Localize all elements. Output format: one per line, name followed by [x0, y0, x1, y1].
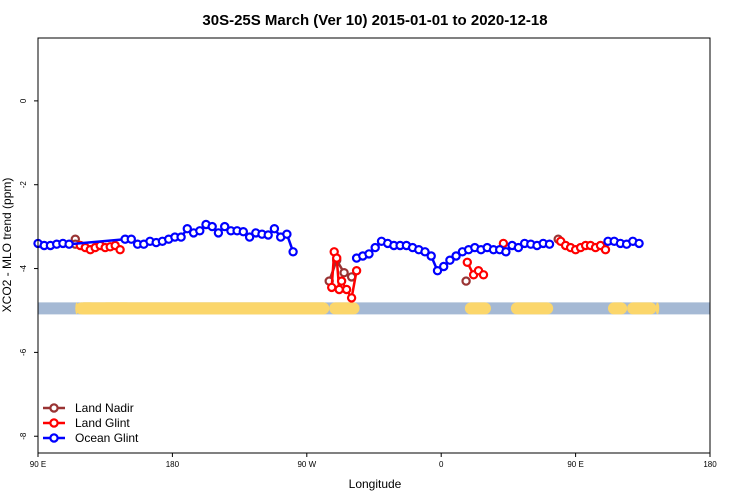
series-land-glint: [75, 236, 611, 303]
x-tick-label: 90 E: [30, 460, 46, 469]
x-tick-label: 180: [166, 460, 180, 469]
data-point: [600, 244, 611, 255]
legend-label: Ocean Glint: [75, 431, 139, 445]
x-axis: 90 E 180 90 W 0 90 E 180: [30, 453, 717, 469]
plot-frame: [37, 37, 711, 454]
data-point: [544, 239, 555, 249]
data-point: [339, 268, 349, 278]
land-segment: [77, 302, 330, 315]
x-tick-label: 0: [439, 460, 444, 469]
x-axis-title: Longitude: [349, 477, 402, 491]
legend-marker: [49, 418, 59, 428]
data-point: [439, 261, 449, 272]
y-tick-label: -6: [19, 348, 28, 356]
legend-marker: [49, 433, 59, 443]
land-segment: [627, 302, 657, 315]
data-point: [282, 229, 292, 239]
data-point: [126, 234, 137, 244]
x-tick-label: 90 E: [567, 460, 583, 469]
data-point: [336, 276, 347, 286]
data-point: [451, 251, 461, 261]
legend-item: Ocean Glint: [43, 431, 139, 445]
y-tick-label: -8: [19, 432, 28, 440]
data-point: [420, 247, 430, 257]
data-point: [244, 232, 255, 242]
data-point: [513, 242, 524, 253]
data-point: [351, 266, 362, 276]
y-tick-label: -4: [19, 264, 28, 272]
data-point: [341, 284, 352, 295]
data-point: [462, 257, 472, 267]
data-point: [263, 230, 273, 240]
data-point: [195, 226, 205, 236]
data-point: [269, 223, 280, 234]
data-point: [288, 247, 298, 257]
chart-title: 30S-25S March (Ver 10) 2015-01-01 to 202…: [202, 12, 547, 29]
data-point: [501, 247, 511, 257]
data-point: [634, 238, 644, 249]
data-point: [219, 221, 230, 232]
data-point: [213, 228, 224, 238]
series-ocean-glint: [33, 219, 644, 276]
data-point: [332, 253, 342, 263]
land-segment: [329, 302, 360, 315]
data-point: [346, 293, 357, 303]
legend-item: Land Nadir: [43, 401, 134, 415]
data-point: [461, 276, 471, 286]
x-tick-label: 90 W: [297, 460, 316, 469]
data-point: [432, 266, 443, 276]
y-axis: 0 -2 -4 -6 -8: [19, 98, 38, 440]
data-point: [334, 284, 344, 295]
legend-label: Land Glint: [75, 416, 130, 430]
data-point: [207, 221, 217, 232]
data-point: [370, 242, 380, 253]
data-point: [426, 251, 436, 261]
data-point: [238, 226, 248, 237]
data-point: [364, 249, 374, 259]
legend-marker: [49, 403, 59, 413]
y-tick-label: -2: [19, 181, 28, 189]
data-point: [478, 270, 489, 280]
series-layer: [33, 219, 644, 303]
legend-item: Land Glint: [43, 416, 130, 430]
land-segment: [607, 302, 628, 315]
data-point: [115, 244, 125, 255]
y-axis-title: XCO2 - MLO trend (ppm): [0, 178, 14, 313]
legend-label: Land Nadir: [75, 401, 134, 415]
y-tick-label: 0: [19, 98, 28, 103]
land-segment: [510, 302, 554, 315]
data-point: [176, 232, 186, 242]
data-point: [182, 223, 192, 234]
data-point: [64, 239, 74, 249]
x-tick-label: 180: [703, 460, 717, 469]
land-segment: [655, 302, 660, 315]
data-point: [327, 282, 337, 293]
land-ocean-band: [38, 302, 710, 315]
land-segment: [464, 302, 491, 315]
data-point: [445, 255, 455, 265]
